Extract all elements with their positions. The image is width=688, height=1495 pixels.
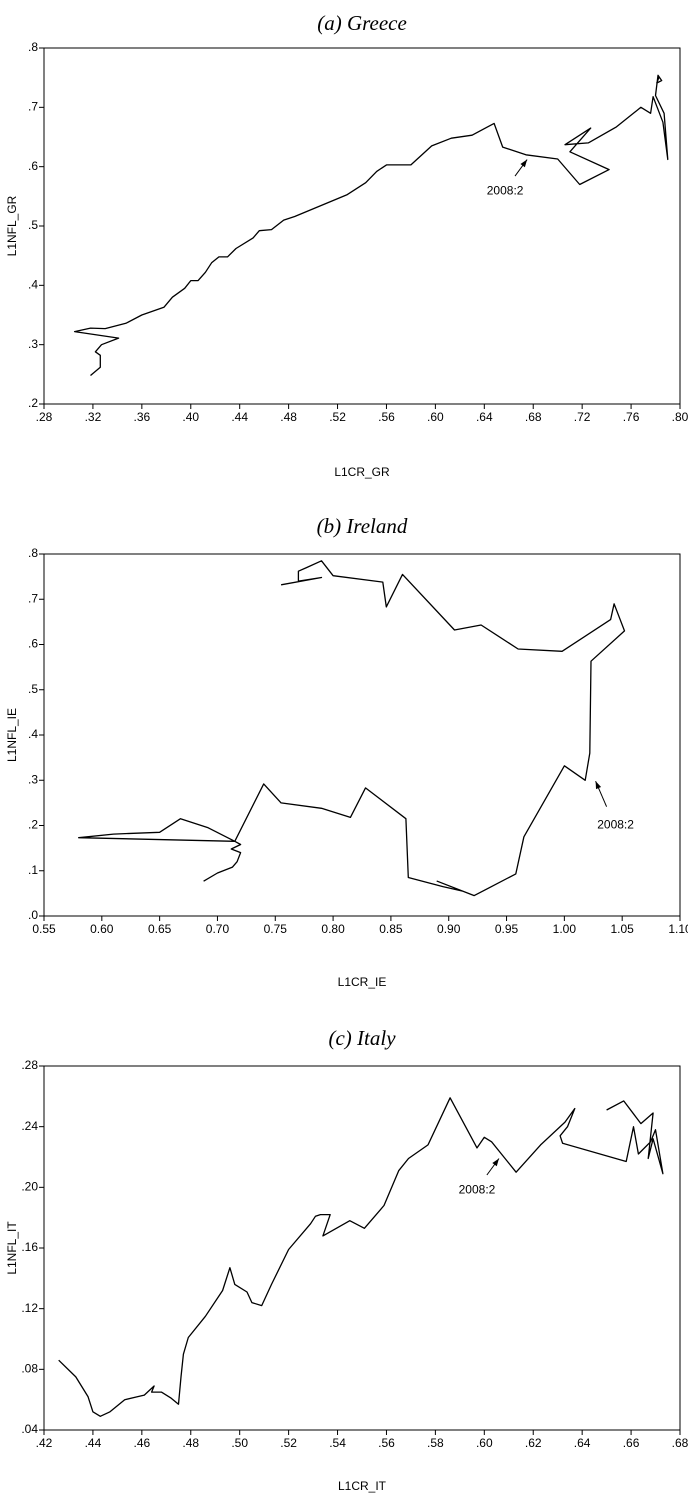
x-axis-label: L1CR_GR — [334, 465, 390, 479]
y-axis-label: L1NFL_GR — [5, 195, 19, 256]
y-tick-label: .0 — [28, 908, 38, 922]
y-tick-label: .8 — [28, 546, 38, 560]
x-tick-label: .58 — [427, 1436, 444, 1450]
x-tick-label: .64 — [476, 410, 493, 424]
data-line — [58, 1097, 664, 1417]
x-tick-label: 0.80 — [321, 922, 345, 936]
y-tick-label: .5 — [28, 218, 38, 232]
x-tick-label: .42 — [36, 1436, 53, 1450]
x-tick-label: 0.65 — [148, 922, 172, 936]
x-tick-label: 1.05 — [611, 922, 635, 936]
x-tick-label: .68 — [672, 1436, 688, 1450]
y-tick-label: .3 — [28, 772, 38, 786]
y-tick-label: .20 — [21, 1180, 38, 1194]
x-tick-label: 1.00 — [553, 922, 577, 936]
x-tick-label: .28 — [36, 410, 53, 424]
y-tick-label: .6 — [28, 637, 38, 651]
x-tick-label: .46 — [134, 1436, 151, 1450]
x-tick-label: .66 — [623, 1436, 640, 1450]
x-tick-label: .52 — [280, 1436, 297, 1450]
annotation-arrowhead — [520, 159, 528, 168]
x-tick-label: .50 — [231, 1436, 248, 1450]
y-tick-label: .7 — [28, 591, 38, 605]
x-tick-label: .40 — [182, 410, 199, 424]
x-tick-label: 0.95 — [495, 922, 519, 936]
x-axis-label: L1CR_IT — [338, 1479, 387, 1493]
chart-title: (a) Greece — [317, 11, 407, 35]
y-tick-label: .5 — [28, 682, 38, 696]
y-tick-label: .6 — [28, 159, 38, 173]
x-tick-label: 0.75 — [264, 922, 288, 936]
x-tick-label: 0.70 — [206, 922, 230, 936]
y-tick-label: .8 — [28, 40, 38, 54]
y-tick-label: .16 — [21, 1240, 38, 1254]
x-tick-label: 0.85 — [379, 922, 403, 936]
x-tick-label: .56 — [378, 1436, 395, 1450]
x-tick-label: .56 — [378, 410, 395, 424]
plot-frame — [43, 553, 681, 917]
annotation-arrowhead — [492, 1158, 499, 1167]
x-tick-label: .52 — [329, 410, 346, 424]
annotation-label: 2008:2 — [597, 817, 634, 831]
x-tick-label: .48 — [280, 410, 297, 424]
y-tick-label: .4 — [28, 727, 38, 741]
x-tick-label: .44 — [231, 410, 248, 424]
y-tick-label: .7 — [28, 100, 38, 114]
y-tick-label: .4 — [28, 278, 38, 292]
plot-frame — [43, 1065, 681, 1431]
annotation-arrowhead — [595, 781, 602, 790]
x-tick-label: .54 — [329, 1436, 346, 1450]
x-tick-label: .72 — [574, 410, 591, 424]
y-axis-label: L1NFL_IE — [5, 708, 19, 762]
x-tick-label: 0.55 — [32, 922, 56, 936]
annotation-label: 2008:2 — [487, 184, 524, 198]
data-line — [78, 560, 626, 897]
y-tick-label: .04 — [21, 1422, 38, 1436]
y-tick-label: .3 — [28, 337, 38, 351]
x-tick-label: .60 — [427, 410, 444, 424]
x-tick-label: .36 — [134, 410, 151, 424]
y-axis-label: L1NFL_IT — [5, 1221, 19, 1275]
y-tick-label: .28 — [21, 1058, 38, 1072]
x-tick-label: .76 — [623, 410, 640, 424]
y-tick-label: .08 — [21, 1362, 38, 1376]
x-tick-label: .32 — [85, 410, 102, 424]
x-tick-label: .48 — [182, 1436, 199, 1450]
chart-title: (b) Ireland — [317, 514, 408, 538]
x-tick-label: .68 — [525, 410, 542, 424]
annotation-label: 2008:2 — [459, 1183, 496, 1197]
y-tick-label: .2 — [28, 818, 38, 832]
x-tick-label: 0.60 — [90, 922, 114, 936]
x-tick-label: .60 — [476, 1436, 493, 1450]
y-tick-label: .24 — [21, 1119, 38, 1133]
x-tick-label: 1.10 — [668, 922, 688, 936]
y-tick-label: .1 — [28, 863, 38, 877]
x-tick-label: .64 — [574, 1436, 591, 1450]
chart-title: (c) Italy — [328, 1026, 396, 1050]
data-line — [73, 74, 669, 376]
x-axis-label: L1CR_IE — [338, 975, 387, 989]
y-tick-label: .2 — [28, 396, 38, 410]
y-tick-label: .12 — [21, 1301, 38, 1315]
x-tick-label: .44 — [85, 1436, 102, 1450]
x-tick-label: .62 — [525, 1436, 542, 1450]
x-tick-label: 0.90 — [437, 922, 461, 936]
plot-frame — [43, 47, 681, 405]
x-tick-label: .80 — [672, 410, 688, 424]
